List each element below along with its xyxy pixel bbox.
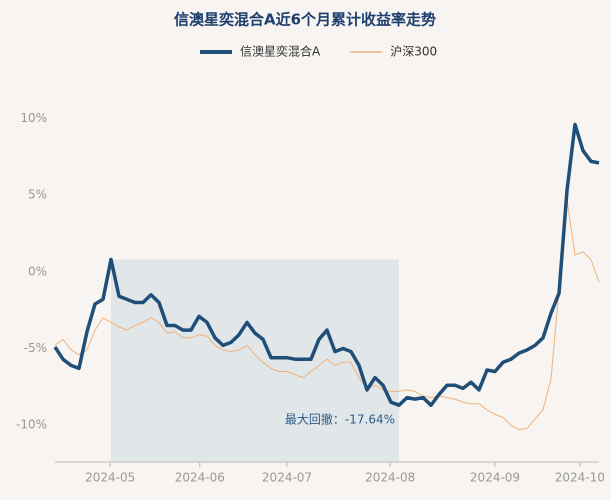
x-tick-label: 2024-08	[365, 471, 415, 485]
x-tick-label: 2024-05	[85, 471, 135, 485]
drawdown-area	[111, 259, 399, 462]
x-tick-label: 2024-09	[470, 471, 520, 485]
chart-title: 信澳星奕混合A近6个月累计收益率走势	[174, 11, 436, 29]
y-tick-label: 5%	[28, 188, 47, 202]
legend-label: 信澳星奕混合A	[240, 44, 321, 59]
x-tick-label: 2024-07	[262, 471, 312, 485]
series-line	[54, 199, 600, 431]
x-tick-label: 2024-06	[175, 471, 225, 485]
y-tick-label: 0%	[28, 264, 47, 278]
y-tick-label: 10%	[20, 111, 47, 125]
legend-label: 沪深300	[390, 45, 437, 59]
x-tick-label: 2024-10	[555, 471, 605, 485]
drawdown-label: 最大回撤：-17.64%	[285, 412, 395, 427]
series-line	[53, 122, 600, 407]
y-tick-label: -5%	[24, 341, 47, 355]
y-tick-label: -10%	[16, 418, 47, 432]
